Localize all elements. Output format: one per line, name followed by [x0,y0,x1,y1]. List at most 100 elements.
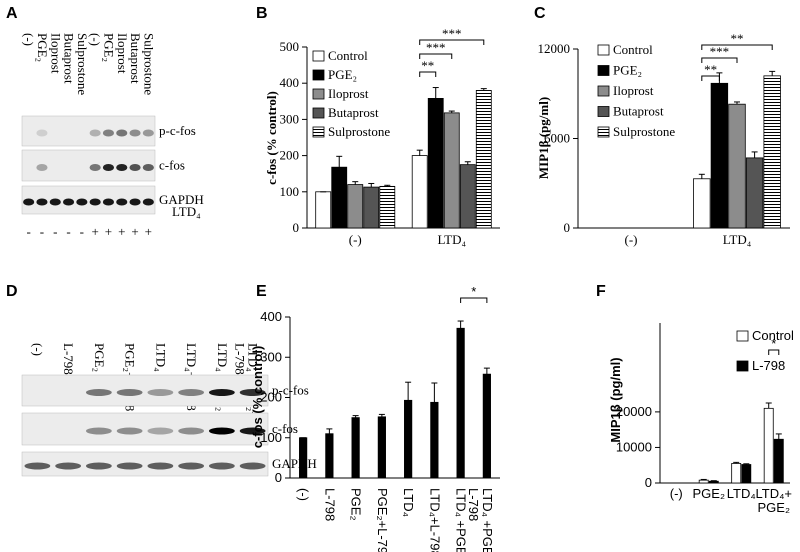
y-tick-label: 400 [280,75,300,90]
blot-band [178,427,205,435]
blot-band [116,129,128,137]
blot-band [49,198,61,206]
y-tick-label: 0 [293,220,300,235]
y-tick-label: 100 [260,430,282,445]
lane-label: Sulprostone [141,33,156,95]
error-bar [384,184,391,187]
x-tick-label: PGE₂+L-798 [375,488,390,552]
band-label: p-c-fos [159,123,196,138]
x-tick-label: (-) [670,486,683,501]
error-bar [416,149,423,156]
blot-band [208,462,235,470]
y-axis-label: c-fos (% control) [264,91,279,185]
legend-label: Butaprost [613,104,664,119]
blot-band [102,198,115,206]
error-bar [405,381,412,401]
panel-letter: F [596,283,606,300]
panel-letter: A [6,5,18,22]
blot-band [23,198,35,206]
significance-bracket [701,44,773,50]
error-bar [352,181,359,185]
bar [299,437,308,479]
lane-label: (-) [30,343,45,356]
treatment-sign: - [53,224,57,239]
lane-label: (-) [88,33,103,46]
lane-label: LTD₄ [153,343,168,372]
lane-label: PGE₂ [92,343,107,372]
legend-swatch [597,106,610,117]
error-bar [700,478,707,481]
x-tick-label: LTD₄+L-798 [427,488,442,552]
bar [377,416,386,479]
error-bar [457,320,464,329]
error-bar [775,433,782,440]
y-tick-label: 500 [280,39,300,54]
blot-band [36,129,48,137]
bar [459,164,476,229]
bar [351,417,360,479]
band-label: GAPDH [272,456,317,471]
x-tick-label: (-) [625,232,638,247]
treatment-sign: - [66,224,70,239]
x-tick-label: (-) [296,488,311,501]
x-tick-label: PGE₂ [349,488,364,521]
blot-band [89,164,101,171]
bar [728,103,746,229]
x-tick-label: LTD₄+ PGE₂ [756,486,793,515]
blot-band [24,462,51,470]
x-tick-label: PGE₂ [693,486,726,501]
bar [331,166,348,229]
y-tick-label: 6000 [544,131,570,146]
significance-label: ** [421,58,434,73]
legend-label: Control [328,48,368,63]
legend-swatch [312,50,325,62]
y-tick-label: 20000 [616,404,652,419]
treatment-sign: - [80,224,84,239]
significance-label: *** [710,44,730,59]
y-tick-label: 100 [280,184,300,199]
bar [404,399,413,479]
x-tick-label: LTD₄ [723,232,752,247]
legend-label: Iloprost [613,83,654,98]
bar [411,155,428,229]
x-tick-label: LTD₄ +PGE₂+L-798 [466,488,495,552]
legend-swatch [312,69,325,81]
blot-band [208,389,235,396]
blot-band [142,198,154,206]
blot-band [116,427,143,435]
significance-bracket [701,75,720,81]
legend-swatch [312,88,325,100]
significance-label: * [771,336,776,351]
error-bar [733,461,740,464]
panel-letter: B [256,5,268,22]
bar [475,90,492,229]
bar [347,184,364,229]
bar [693,178,711,229]
legend-label: Control [752,328,794,343]
blot-band [147,462,174,470]
y-axis-label: c-fos (% control) [250,346,265,449]
y-tick-label: 0 [564,220,571,235]
y-axis-label: MIP1β (pg/ml) [608,357,623,442]
treatment-sign: - [26,224,30,239]
lane-label: Iloprost [115,33,130,74]
error-bar [769,70,776,76]
blot-band [178,462,205,470]
error-bar [431,382,438,403]
blot-band [85,427,112,435]
legend-label: PGE₂ [613,63,642,78]
bar [482,373,491,479]
legend-swatch [597,126,610,138]
blot-band [36,164,48,171]
treatment-label: LTD₄ [172,204,201,219]
bar [698,479,709,484]
x-tick-label: LTD₄ [401,488,416,517]
lane-label: PGE₂ [35,33,50,62]
significance-label: ** [731,31,744,46]
error-bar [326,428,333,434]
error-bar [464,161,471,165]
legend-label: Iloprost [328,86,369,101]
bar [379,185,396,229]
legend-swatch [597,44,610,56]
lane-label: PGE₂ [101,33,116,62]
